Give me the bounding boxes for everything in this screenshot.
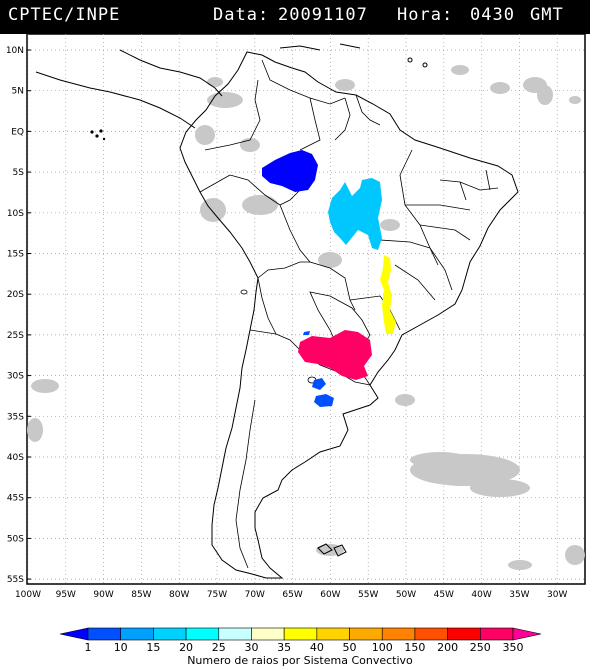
- date-label: Data:: [213, 5, 270, 25]
- legend-tick-label: 100: [372, 641, 393, 654]
- legend-swatch: [87, 627, 121, 641]
- map-header: CPTEC/INPE Data: 20091107 Hora: 0430 GMT: [0, 0, 590, 34]
- central-america-coastline: [35, 49, 223, 129]
- system-amazonas: [262, 150, 318, 192]
- hour-label: Hora:: [397, 5, 454, 25]
- lat-label-40s: 40S: [7, 453, 24, 463]
- legend-tick-label: 40: [310, 641, 324, 654]
- legend-tick-label: 20: [179, 641, 193, 654]
- longitude-labels: 100W 95W 90W 85W 80W 75W 70W 65W 60W 55W 50W 45W 40W…: [15, 590, 568, 600]
- map-frame: [26, 33, 586, 585]
- lon-label-65w: 65W: [282, 590, 302, 600]
- legend-arrow-left: [59, 627, 89, 641]
- system-argentina-small-2: [314, 394, 334, 407]
- legend-swatch: [381, 627, 416, 641]
- lon-label-95w: 95W: [56, 590, 76, 600]
- legend-caption: Numero de raios por Sistema Convectivo: [187, 654, 413, 667]
- legend-swatch: [414, 627, 448, 641]
- lat-label-20s: 20S: [7, 290, 24, 300]
- lon-label-75w: 75W: [207, 590, 227, 600]
- country-borders: [199, 59, 499, 569]
- lat-label-45s: 45S: [7, 494, 24, 504]
- caribbean-islands: [279, 43, 428, 68]
- legend-tick-label: 1: [85, 641, 92, 654]
- lat-label-10s: 10S: [7, 209, 24, 219]
- system-para: [328, 178, 382, 250]
- system-argentina-small-1: [312, 378, 326, 390]
- legend-swatch: [153, 627, 187, 641]
- legend-swatch: [480, 627, 514, 641]
- legend-swatch: [185, 627, 220, 641]
- lat-label-eq: EQ: [11, 127, 24, 137]
- source-label: CPTEC/INPE: [8, 5, 121, 25]
- legend-tick-label: 10: [114, 641, 128, 654]
- lon-label-30w: 30W: [547, 590, 567, 600]
- lat-label-30s: 30S: [7, 372, 24, 382]
- system-paraguay-ne-argentina: [298, 330, 372, 380]
- lon-label-85w: 85W: [131, 590, 151, 600]
- lon-label-90w: 90W: [93, 590, 113, 600]
- legend-tick-label: 15: [146, 641, 160, 654]
- legend-tick-label: 150: [404, 641, 425, 654]
- lat-label-15s: 15S: [7, 250, 24, 260]
- legend-swatch: [120, 627, 154, 641]
- lat-label-25s: 25S: [7, 331, 24, 341]
- legend-swatch: [251, 627, 285, 641]
- lat-label-5n: 5N: [12, 87, 24, 97]
- legend-tick-label: 50: [343, 641, 357, 654]
- lon-label-60w: 60W: [320, 590, 340, 600]
- lat-label-10n: 10N: [6, 46, 24, 56]
- lon-label-35w: 35W: [509, 590, 529, 600]
- lon-label-50w: 50W: [396, 590, 416, 600]
- lon-label-100w: 100W: [15, 590, 41, 600]
- legend-swatch: [447, 627, 481, 641]
- legend-tick-label: 350: [503, 641, 524, 654]
- timezone-label: GMT: [530, 5, 564, 25]
- lon-label-45w: 45W: [434, 590, 454, 600]
- legend-tick-label: 35: [277, 641, 291, 654]
- falkland-islands: [317, 543, 347, 557]
- legend-arrow-right: [512, 627, 542, 641]
- legend-swatch: [349, 627, 383, 641]
- legend-swatch: [283, 627, 318, 641]
- galapagos: [90, 129, 106, 141]
- lat-label-35s: 35S: [7, 412, 24, 422]
- lon-label-55w: 55W: [358, 590, 378, 600]
- lat-label-50s: 50S: [7, 534, 24, 544]
- color-legend: 1 10 15 20 25 30 35 40 50 100 150 200 250 350: [59, 627, 542, 654]
- system-mato-grosso-do-sul: [380, 255, 396, 334]
- cloud-cover: [27, 65, 585, 570]
- lon-label-40w: 40W: [471, 590, 491, 600]
- legend-tick-label: 25: [212, 641, 226, 654]
- lon-label-80w: 80W: [169, 590, 189, 600]
- legend-swatch: [316, 627, 350, 641]
- legend-tick-label: 200: [437, 641, 458, 654]
- convective-systems: [262, 150, 396, 407]
- lat-label-5s: 5S: [13, 168, 25, 178]
- date-value: 20091107: [278, 5, 368, 25]
- legend-tick-label: 30: [244, 641, 258, 654]
- lat-label-55s: 55S: [7, 575, 24, 585]
- south-america-coastline: [179, 51, 519, 579]
- legend-tick-label: 250: [470, 641, 491, 654]
- legend-swatch: [218, 627, 252, 641]
- lon-label-70w: 70W: [245, 590, 265, 600]
- latitude-labels: 10N 5N EQ 5S 10S 15S 20S 25S 30S 35S 40S 45S 50S 55S: [6, 46, 31, 585]
- hour-value: 0430: [470, 5, 515, 25]
